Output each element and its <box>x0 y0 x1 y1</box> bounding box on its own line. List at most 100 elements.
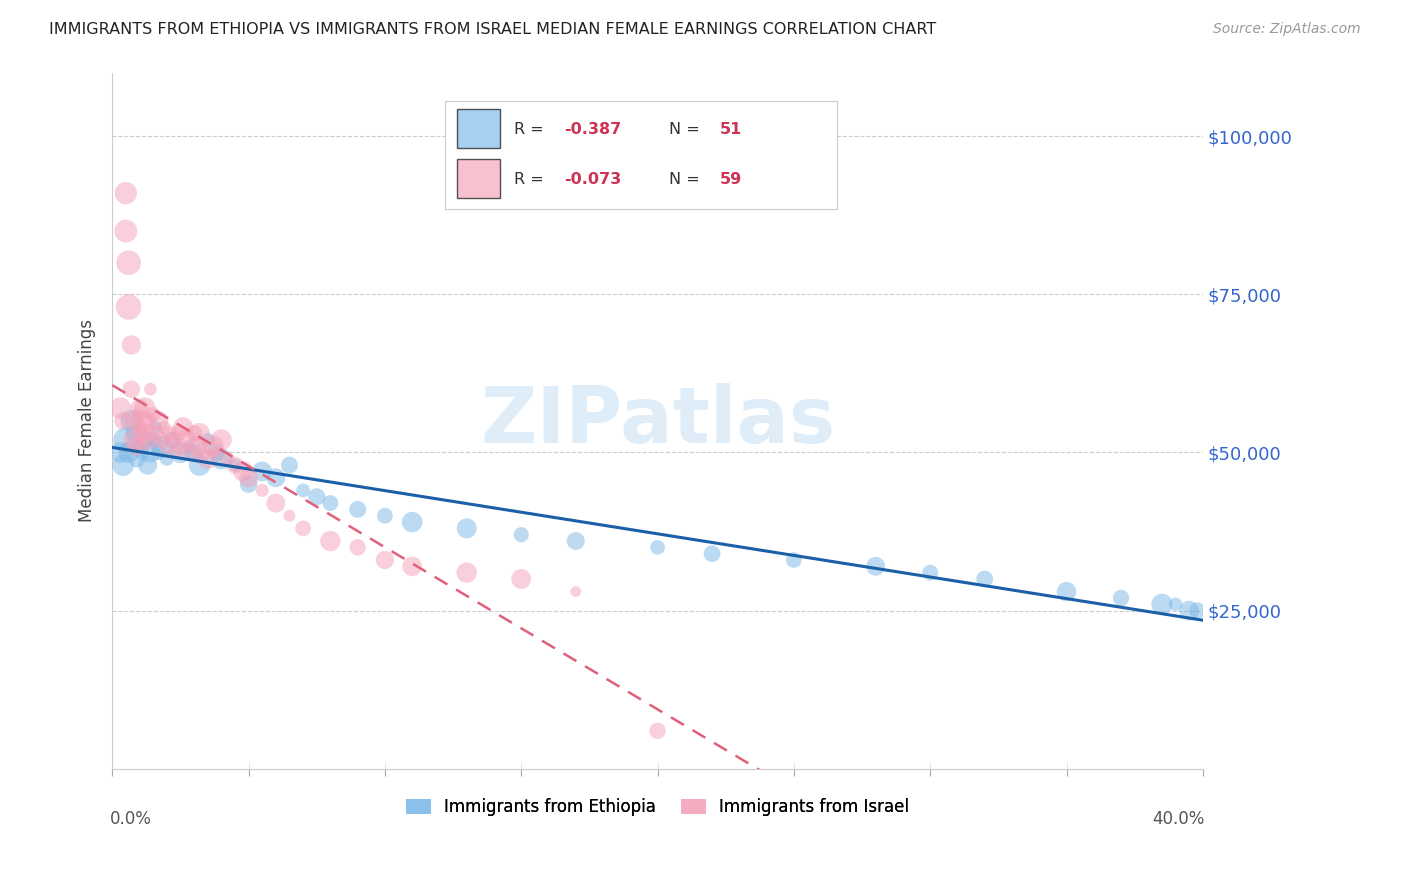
Text: 40.0%: 40.0% <box>1153 811 1205 829</box>
Point <box>153 420 176 434</box>
Point <box>647 541 669 555</box>
Point <box>209 433 232 447</box>
Point <box>278 508 301 523</box>
Point <box>136 458 159 472</box>
Point <box>510 572 533 586</box>
Point <box>232 465 254 479</box>
Point <box>156 451 179 466</box>
Point <box>973 572 995 586</box>
Point <box>920 566 942 580</box>
Point <box>166 426 188 441</box>
Point <box>292 521 315 535</box>
Point <box>401 515 423 529</box>
Point <box>401 559 423 574</box>
Point <box>188 426 211 441</box>
Point <box>122 414 145 428</box>
Point <box>264 496 287 510</box>
Point <box>172 420 194 434</box>
Point <box>156 439 179 453</box>
Point <box>128 439 150 453</box>
Point <box>136 414 159 428</box>
Point <box>159 426 181 441</box>
Point <box>148 445 170 459</box>
Legend: Immigrants from Ethiopia, Immigrants from Israel: Immigrants from Ethiopia, Immigrants fro… <box>399 792 915 823</box>
Point <box>117 256 139 270</box>
Point <box>112 458 135 472</box>
Point <box>110 401 132 416</box>
Point <box>160 433 183 447</box>
Point <box>131 414 153 428</box>
Point <box>134 433 156 447</box>
Point <box>319 534 342 549</box>
Point <box>197 433 219 447</box>
Point <box>183 445 205 459</box>
Point <box>115 433 138 447</box>
Point <box>139 445 162 459</box>
Point <box>125 439 148 453</box>
Point <box>305 490 328 504</box>
Point <box>186 439 208 453</box>
Point <box>128 401 150 416</box>
Point <box>142 433 165 447</box>
Point <box>1109 591 1132 605</box>
Point <box>510 527 533 541</box>
Text: 0.0%: 0.0% <box>110 811 152 829</box>
Point <box>120 338 142 352</box>
Point <box>183 426 205 441</box>
Point <box>205 445 228 459</box>
Point <box>139 382 162 396</box>
Point <box>174 433 197 447</box>
Point <box>564 534 586 549</box>
Point <box>456 566 478 580</box>
Point <box>209 451 232 466</box>
Point <box>783 553 806 567</box>
Point <box>238 471 260 485</box>
Point <box>202 439 225 453</box>
Point <box>150 439 173 453</box>
Point <box>224 458 246 472</box>
Point <box>125 408 148 422</box>
Point <box>215 451 238 466</box>
Text: IMMIGRANTS FROM ETHIOPIA VS IMMIGRANTS FROM ISRAEL MEDIAN FEMALE EARNINGS CORREL: IMMIGRANTS FROM ETHIOPIA VS IMMIGRANTS F… <box>49 22 936 37</box>
Point <box>865 559 887 574</box>
Point <box>177 439 200 453</box>
Text: Source: ZipAtlas.com: Source: ZipAtlas.com <box>1213 22 1361 37</box>
Point <box>120 414 142 428</box>
Point <box>142 408 165 422</box>
Point <box>122 426 145 441</box>
Point <box>278 458 301 472</box>
Point <box>177 445 200 459</box>
Point <box>292 483 315 498</box>
Point <box>136 433 159 447</box>
Point <box>224 458 246 472</box>
Point <box>647 723 669 738</box>
Point <box>150 433 173 447</box>
Point <box>319 496 342 510</box>
Point <box>456 521 478 535</box>
Point <box>160 433 183 447</box>
Point <box>117 300 139 314</box>
Text: ZIPatlas: ZIPatlas <box>479 383 835 458</box>
Point <box>131 426 153 441</box>
Point <box>134 401 156 416</box>
Point <box>374 508 396 523</box>
Point <box>120 382 142 396</box>
Point <box>115 186 138 201</box>
Point <box>1187 604 1209 618</box>
Point <box>264 471 287 485</box>
Point <box>374 553 396 567</box>
Point <box>564 584 586 599</box>
Point <box>163 445 186 459</box>
Point <box>250 483 273 498</box>
Point <box>115 224 138 238</box>
Point <box>128 420 150 434</box>
Point <box>125 451 148 466</box>
Point <box>122 433 145 447</box>
Y-axis label: Median Female Earnings: Median Female Earnings <box>79 319 96 523</box>
Point <box>1150 597 1173 611</box>
Point <box>1056 584 1078 599</box>
Point <box>238 477 260 491</box>
Point <box>134 426 156 441</box>
Point <box>188 458 211 472</box>
Point <box>169 445 191 459</box>
